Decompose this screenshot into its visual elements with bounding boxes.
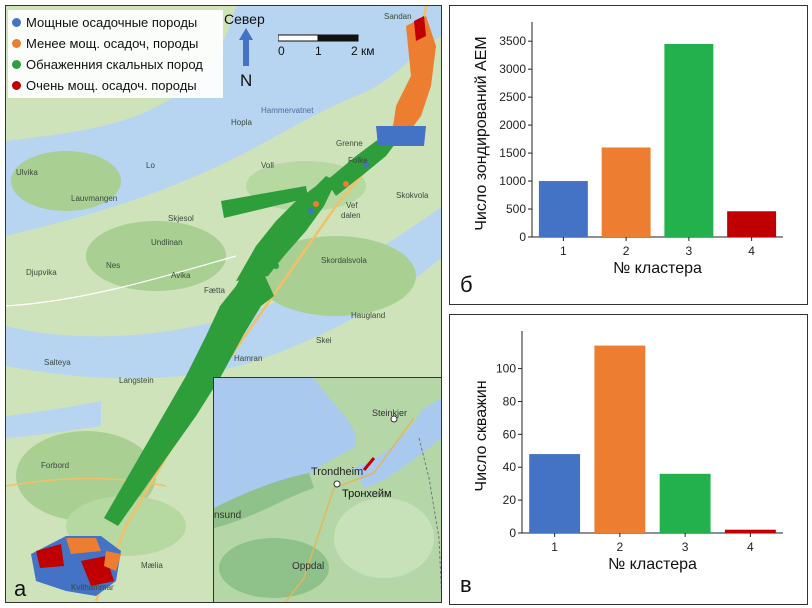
x-tick-label: 4 — [747, 540, 754, 554]
place-label: Lauvmangen — [71, 194, 118, 203]
inset-label-trondheim: Trondheim — [311, 466, 364, 478]
x-tick-label: 3 — [686, 244, 693, 258]
scale-bar — [278, 34, 359, 42]
y-tick-label: 0 — [519, 230, 526, 244]
place-label: Avika — [171, 271, 191, 280]
place-label: Skordalsvola — [321, 256, 367, 265]
x-tick-label: 1 — [560, 244, 567, 258]
x-axis-label: № кластера — [608, 556, 697, 573]
compass-label: Север — [224, 11, 265, 27]
inset-label-sund: nsund — [214, 510, 242, 521]
y-tick-label: 1000 — [499, 174, 526, 188]
place-label: Lo — [146, 161, 155, 170]
bar-chart-aem: 0 500 1000 1500 2000 2500 3000 3500 1 2 3 4 № класте… — [473, 22, 783, 277]
y-tick-label: 100 — [496, 362, 516, 376]
place-label: Haugland — [351, 311, 386, 320]
bar-cluster-1 — [538, 181, 588, 237]
bar-cluster-2 — [601, 147, 651, 237]
place-label: Skokvola — [396, 191, 429, 200]
x-tick-label: 2 — [623, 244, 630, 258]
place-label: Hopla — [231, 118, 252, 127]
place-label: Grenne — [336, 139, 363, 148]
x-tick-label: 4 — [748, 244, 755, 258]
place-label: Salteya — [44, 358, 71, 367]
panel-label-b: б — [460, 272, 473, 297]
legend-item: Очень мощ. осадоч. породы — [12, 76, 197, 94]
chart-panel-b: 0 500 1000 1500 2000 2500 3000 3500 1 2 3 4 № класте… — [449, 5, 808, 305]
place-label: dalen — [341, 211, 361, 220]
y-tick-label: 60 — [503, 427, 517, 441]
y-tick-label: 3500 — [499, 34, 526, 48]
x-axis-label: № кластера — [613, 260, 702, 277]
place-label: Langstein — [119, 376, 154, 385]
inset-map: Steinkjer Trondheim Тронхейм nsund Oppda… — [213, 377, 441, 602]
y-axis-label: Число скважин — [473, 380, 490, 491]
y-tick-label: 500 — [506, 202, 526, 216]
bar-cluster-1 — [529, 454, 581, 533]
inset-label-oppdal: Oppdal — [292, 561, 325, 572]
map-legend: Мощные осадочные породы Менее мощ. осадо… — [8, 10, 223, 98]
bar-cluster-3 — [664, 43, 714, 238]
legend-swatch — [12, 80, 21, 90]
place-label: Hamran — [234, 354, 263, 363]
place-label: Skei — [316, 336, 332, 345]
inset-label-steinkjer: Steinkjer — [372, 408, 408, 418]
scale-tick: 1 — [315, 44, 322, 58]
place-label: Sandan — [384, 12, 412, 21]
y-tick-label: 1500 — [499, 146, 526, 160]
bar-cluster-2 — [594, 345, 646, 533]
panel-label-c: в — [460, 572, 472, 597]
place-label: Kvithammar — [71, 583, 114, 592]
scale-tick: 0 — [278, 44, 285, 58]
y-tick-label: 3000 — [499, 62, 526, 76]
bar-cluster-3 — [659, 473, 711, 533]
y-tick-label: 2500 — [499, 90, 526, 104]
place-label: Hammervatnet — [261, 106, 314, 115]
inset-label-trondheim-ru: Тронхейм — [342, 488, 392, 500]
panel-label-a: а — [14, 576, 27, 601]
legend-swatch — [12, 59, 21, 69]
place-label: Ulvika — [16, 168, 38, 177]
place-label: Fætta — [204, 286, 225, 295]
legend-label: Обнаженния скальных пород — [26, 56, 203, 72]
legend-swatch — [12, 38, 21, 48]
bar-cluster-4 — [727, 211, 777, 237]
legend-item: Обнаженния скальных пород — [12, 55, 203, 73]
place-label: Voll — [261, 161, 274, 170]
y-tick-label: 2000 — [499, 118, 526, 132]
chart-panel-c: 0 20 40 60 80 100 1 2 3 4 № кластера Число скважин … — [449, 314, 808, 605]
compass-letter: N — [240, 71, 253, 90]
north-arrow-icon — [239, 28, 253, 66]
place-label: Skjesol — [168, 214, 194, 223]
map-panel: Sandan Hammervatnet Hopla Grenne Ulvika … — [5, 5, 442, 603]
inset-terrain — [214, 378, 441, 602]
place-label: Mælia — [141, 561, 163, 570]
place-label: Nes — [106, 261, 121, 270]
x-tick-label: 2 — [617, 540, 624, 554]
place-label: Djupvika — [26, 268, 57, 277]
bar-cluster-4 — [724, 529, 776, 533]
legend-label: Мощные осадочные породы — [26, 14, 198, 30]
legend-item: Менее мощ. осадоч, породы — [12, 34, 198, 52]
legend-label: Менее мощ. осадоч, породы — [26, 35, 199, 51]
place-label: Vef — [346, 201, 358, 210]
terrain-map — [6, 6, 441, 602]
legend-item: Мощные осадочные породы — [12, 13, 197, 31]
y-tick-label: 80 — [503, 394, 517, 408]
y-tick-label: 40 — [503, 460, 517, 474]
place-label: Folke — [348, 156, 368, 165]
place-label: Undlinan — [151, 238, 183, 247]
y-axis-label: Число зондирований АЕМ — [473, 36, 490, 230]
x-tick-label: 1 — [551, 540, 558, 554]
bar-chart-wells: 0 20 40 60 80 100 1 2 3 4 № кластера Число скважин — [473, 331, 783, 573]
y-tick-label: 20 — [503, 493, 517, 507]
scale-tick: 2 км — [351, 44, 375, 58]
x-tick-label: 3 — [682, 540, 689, 554]
legend-swatch — [12, 17, 21, 27]
place-label: Forbord — [41, 461, 70, 470]
legend-label: Очень мощ. осадоч. породы — [26, 77, 197, 93]
y-tick-label: 0 — [509, 526, 516, 540]
